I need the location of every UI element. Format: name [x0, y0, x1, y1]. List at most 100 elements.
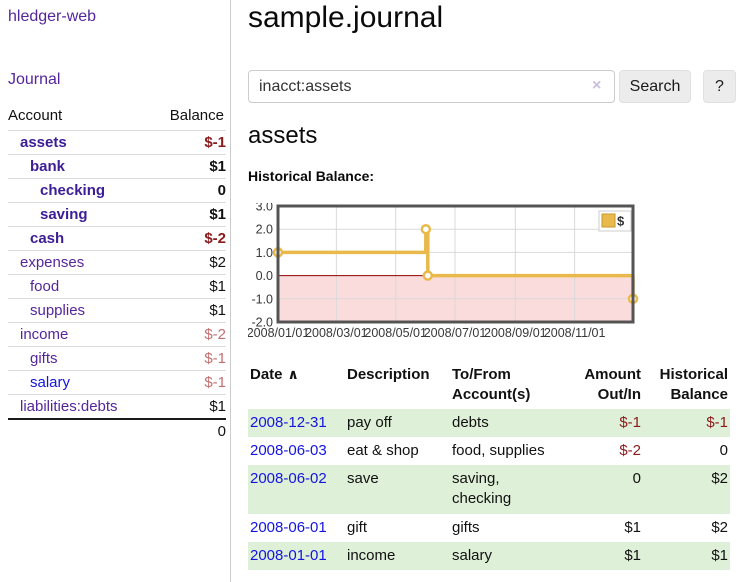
account-row: assets $-1 — [8, 130, 226, 155]
data-point-marker — [420, 223, 432, 235]
register-table: Date ∧ Description To/From Account(s) Amo… — [248, 362, 730, 570]
register-row: 2008-06-03 eat & shop food, supplies $-2 0 — [248, 437, 730, 465]
account-column-header: Account — [8, 107, 63, 124]
account-balance: $1 — [152, 394, 226, 419]
account-link[interactable]: salary — [30, 374, 71, 391]
account-row: saving $1 — [8, 202, 226, 227]
data-point-marker — [422, 270, 434, 281]
account-balance-table: Account Balance assets $-1 bank $1 checking 0… — [8, 104, 226, 443]
transaction-date-link[interactable]: 2008-06-01 — [250, 518, 327, 536]
account-row: income $-2 — [8, 322, 226, 347]
balance-column-header-register: Historical Balance — [659, 366, 728, 404]
transaction-accounts: saving, checking — [452, 470, 512, 508]
balance-column-header: Balance — [169, 107, 224, 124]
account-row: gifts $-1 — [8, 346, 226, 371]
account-row: expenses $2 — [8, 250, 226, 275]
accounts-column-header: To/From Account(s) — [452, 366, 531, 404]
transaction-date-cell: 2008-06-02 — [248, 465, 345, 514]
y-axis-tick-label: -1.0 — [251, 292, 273, 306]
account-link[interactable]: expenses — [20, 254, 85, 271]
accounts-total-row: 0 — [8, 418, 226, 443]
account-balance: $-2 — [152, 322, 226, 347]
legend-label: $ — [617, 214, 625, 229]
register-row: 2008-01-01 income salary $1 $1 — [248, 541, 730, 570]
app-brand-link[interactable]: hledger-web — [8, 8, 97, 25]
transaction-date-link[interactable]: 2008-06-03 — [250, 441, 327, 459]
account-balance: $1 — [152, 298, 226, 323]
transaction-accounts: gifts — [452, 518, 480, 536]
account-link[interactable]: liabilities:debts — [20, 398, 118, 415]
y-axis-tick-label: 3.0 — [256, 203, 273, 214]
amount-column-header: Amount Out/In — [584, 366, 641, 404]
account-row: bank $1 — [8, 154, 226, 179]
account-row: salary $-1 — [8, 370, 226, 395]
chart-container: 3.0 2.0 1.0 0.0 -1.0 -2.0 2008/01/01 2008/03/01… — [248, 203, 742, 345]
transaction-accounts: salary — [452, 546, 493, 564]
account-balance: $1 — [152, 202, 226, 227]
account-row: supplies $1 — [8, 298, 226, 323]
x-axis-tick-label: 2008/11/01 — [544, 326, 606, 340]
account-balance: $-1 — [152, 370, 226, 395]
account-link[interactable]: supplies — [30, 302, 86, 319]
search-input[interactable] — [248, 70, 615, 103]
account-table-body: assets $-1 bank $1 checking 0 saving $1 cash $-2 e… — [8, 130, 226, 443]
transaction-amount: $1 — [624, 518, 641, 536]
transaction-balance: 0 — [719, 441, 728, 459]
register-row: 2008-06-02 save saving, checking 0 $2 — [248, 465, 730, 514]
sidebar: hledger-web Journal Account Balance asse… — [0, 0, 231, 582]
account-row: liabilities:debts $1 — [8, 394, 226, 419]
account-link[interactable]: bank — [30, 158, 66, 175]
x-axis-tick-label: 2008/09/01 — [484, 326, 547, 340]
register-header-row: Date ∧ Description To/From Account(s) Amo… — [248, 362, 730, 409]
description-column-header: Description — [347, 366, 430, 383]
transaction-description: save — [347, 470, 379, 487]
transaction-date-link[interactable]: 2008-06-02 — [250, 470, 327, 487]
account-link[interactable]: food — [30, 278, 60, 295]
account-balance: $-1 — [152, 346, 226, 371]
register-body: 2008-12-31 pay off debts $-1 $-1 2008-06-03 ea… — [248, 408, 730, 570]
transaction-date-cell: 2008-06-03 — [248, 437, 345, 465]
account-balance: $-2 — [152, 226, 226, 251]
sidebar-item-journal[interactable]: Journal — [8, 71, 61, 88]
account-balance: $1 — [152, 274, 226, 299]
transaction-amount: $-1 — [619, 413, 641, 431]
register-row: 2008-12-31 pay off debts $-1 $-1 — [248, 408, 730, 437]
balance-chart: 3.0 2.0 1.0 0.0 -1.0 -2.02008/01/012008/03/01… — [248, 203, 639, 340]
transaction-date-cell: 2008-12-31 — [248, 409, 345, 437]
transaction-date-link[interactable]: 2008-12-31 — [250, 413, 327, 431]
x-axis-tick-label: 2008/07/01 — [424, 326, 487, 340]
y-axis-tick-label: 1.0 — [256, 246, 273, 260]
y-axis-tick-label: -2.0 — [251, 316, 273, 330]
clear-search-icon[interactable]: × — [592, 77, 602, 94]
account-link[interactable]: gifts — [30, 350, 58, 367]
y-axis-tick-label: 2.0 — [256, 223, 273, 237]
register-row: 2008-06-01 gift gifts $1 $2 — [248, 514, 730, 542]
x-axis-tick-label: 2008/01/01 — [248, 326, 309, 340]
account-link[interactable]: income — [20, 326, 69, 343]
transaction-description: income — [347, 546, 396, 564]
legend-swatch-icon — [601, 213, 616, 228]
transaction-amount: $-2 — [619, 441, 641, 459]
search-button[interactable]: Search — [619, 70, 691, 103]
account-row: checking 0 — [8, 178, 226, 203]
transaction-amount: $1 — [624, 546, 641, 564]
transaction-date-cell: 2008-01-01 — [248, 542, 345, 570]
account-link[interactable]: checking — [40, 182, 106, 199]
account-row: food $1 — [8, 274, 226, 299]
account-link[interactable]: assets — [20, 134, 67, 151]
account-balance: $1 — [152, 154, 226, 179]
transaction-balance: $1 — [711, 546, 728, 564]
account-link[interactable]: cash — [30, 230, 65, 247]
account-balance: $2 — [152, 250, 226, 275]
search-form: × Search ? — [248, 70, 742, 103]
date-column-header[interactable]: Date ∧ — [250, 366, 299, 383]
transaction-amount: 0 — [632, 470, 641, 487]
transaction-date-link[interactable]: 2008-01-01 — [250, 546, 327, 564]
account-page-title: assets — [248, 122, 318, 149]
account-row: cash $-2 — [8, 226, 226, 251]
account-link[interactable]: saving — [40, 206, 88, 223]
transaction-description: pay off — [347, 413, 392, 431]
account-balance: $-1 — [152, 130, 226, 155]
chart-title-label: Historical Balance: — [248, 168, 375, 184]
help-button[interactable]: ? — [703, 70, 736, 103]
